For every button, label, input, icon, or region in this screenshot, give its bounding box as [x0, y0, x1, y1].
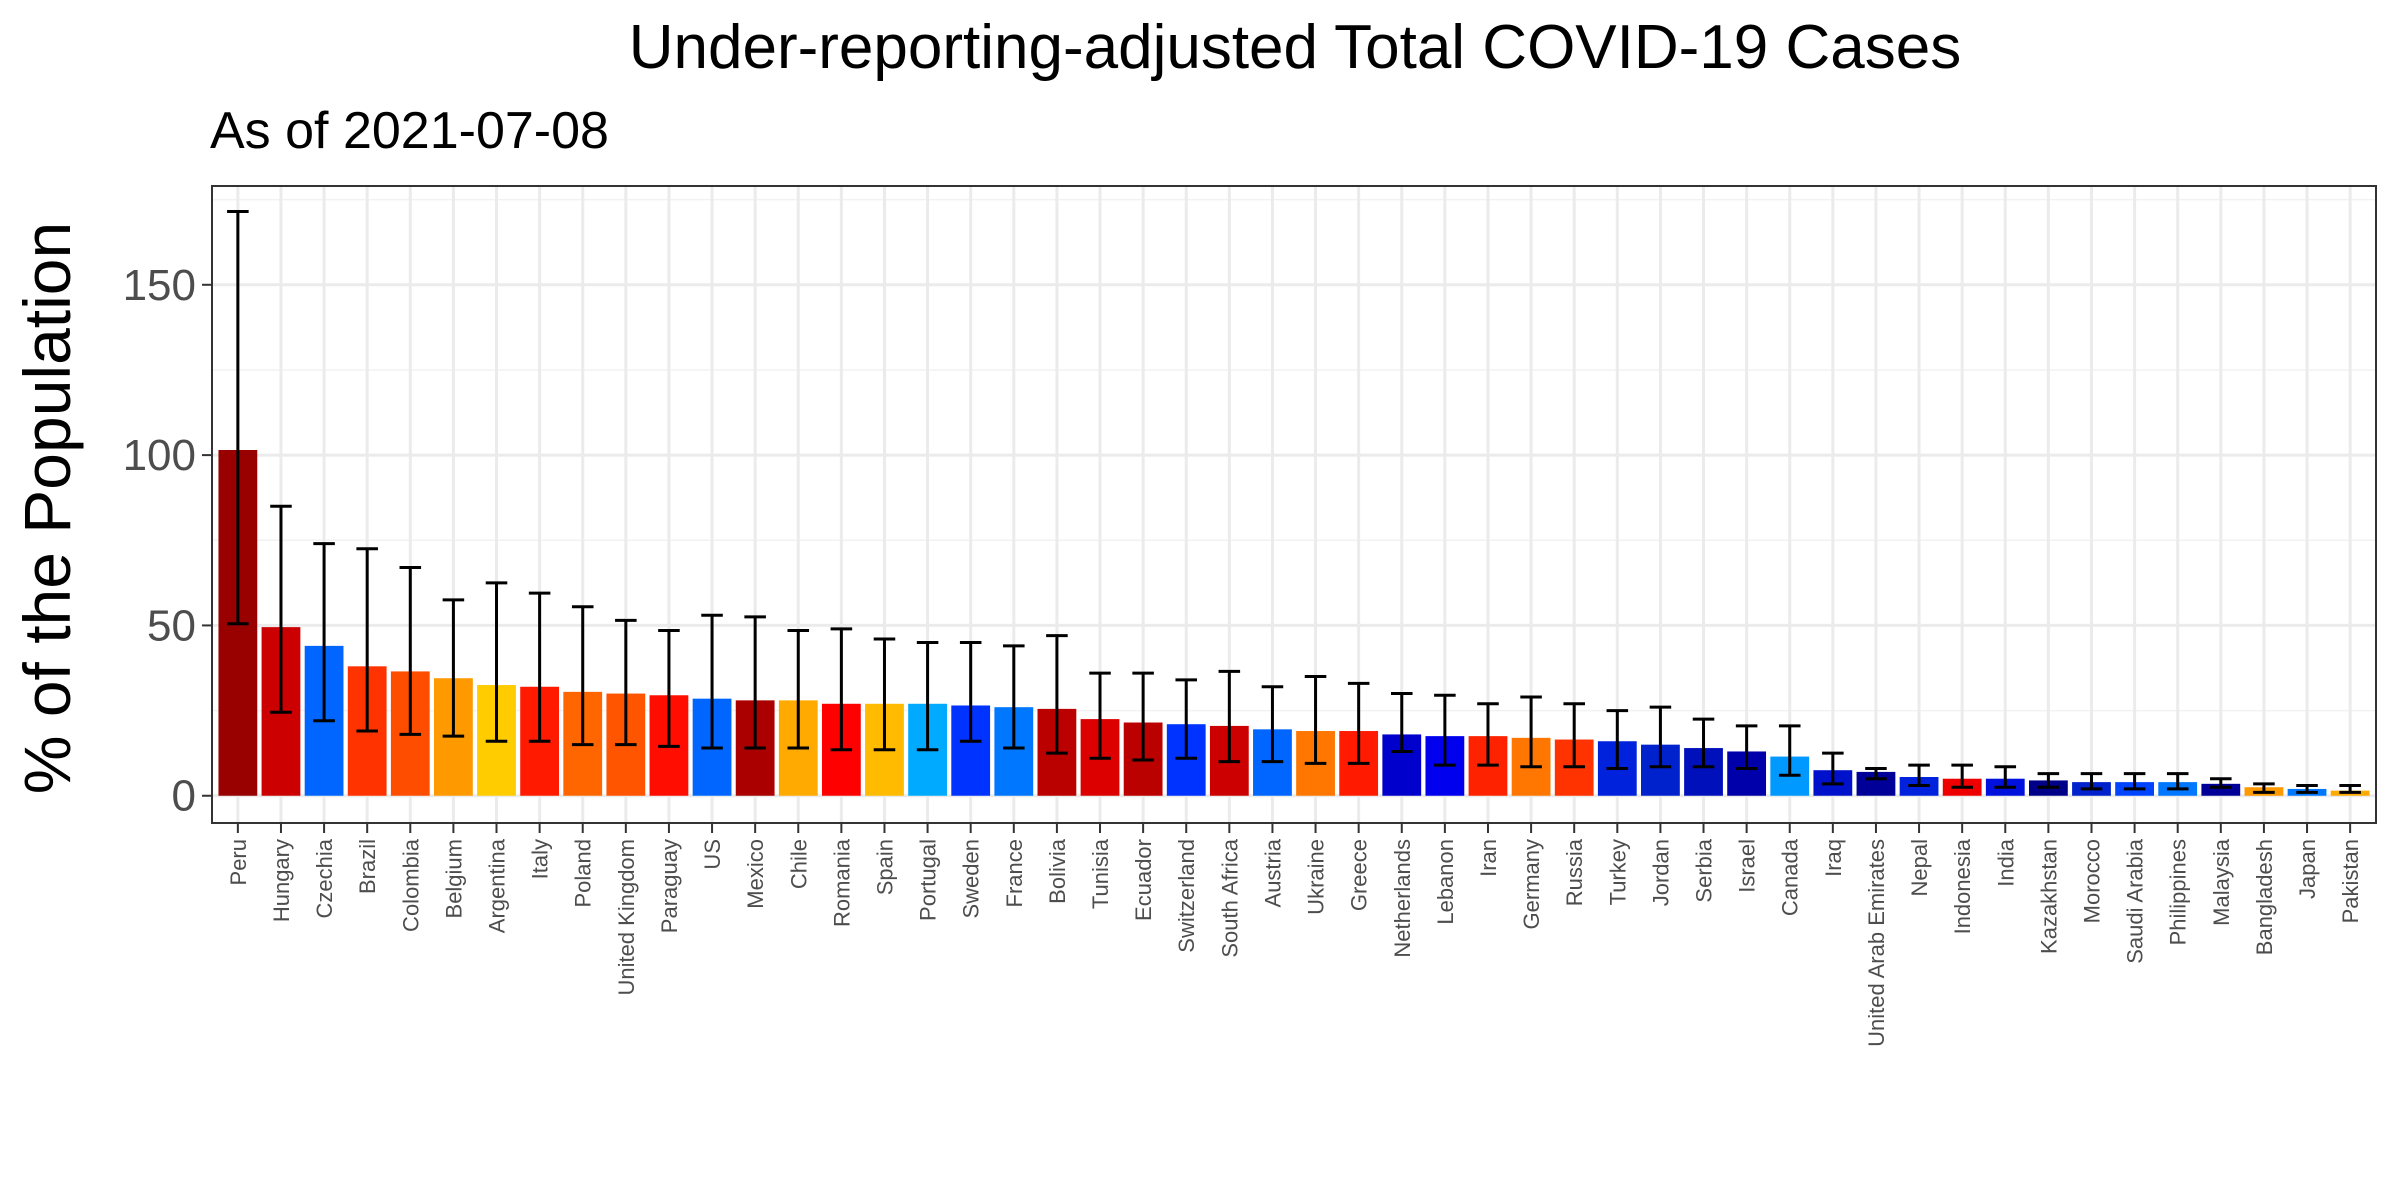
x-tick-label: Russia [1562, 838, 1587, 906]
error-bars [227, 210, 2361, 794]
x-tick-label: Malaysia [2209, 838, 2234, 926]
x-tick-label: Hungary [269, 839, 294, 922]
x-tick-label: Paraguay [657, 839, 682, 933]
x-tick-label: Tunisia [1088, 838, 1113, 909]
x-axis: Peru Hungary Czechia Brazil Colombia Belgium A… [226, 823, 2363, 1047]
x-tick-label: Lebanon [1433, 839, 1458, 925]
x-tick-label: US [700, 839, 725, 870]
x-tick-label: Romania [829, 838, 854, 927]
x-tick-label: Austria [1260, 838, 1285, 907]
x-tick-label: Japan [2295, 839, 2320, 899]
x-tick-label: United Arab Emirates [1864, 839, 1889, 1047]
x-tick-label: Israel [1735, 839, 1760, 893]
x-tick-label: Poland [571, 839, 596, 908]
x-tick-label: Ukraine [1304, 839, 1329, 915]
y-axis: 0 50 100 150 [123, 261, 212, 821]
x-tick-label: Chile [786, 839, 811, 889]
x-tick-label: Iraq [1821, 839, 1846, 877]
x-tick-label: Ecuador [1131, 839, 1156, 921]
x-tick-label: Argentina [485, 838, 510, 933]
y-axis-label: % of the Population [10, 222, 84, 794]
x-tick-label: Canada [1778, 838, 1803, 916]
x-tick-label: India [1993, 838, 2018, 886]
x-tick-label: Nepal [1907, 839, 1932, 896]
x-tick-label: United Kingdom [614, 839, 639, 996]
x-tick-label: Mexico [743, 839, 768, 909]
x-tick-label: France [1002, 839, 1027, 907]
x-tick-label: Czechia [312, 838, 337, 918]
x-tick-label: Jordan [1648, 839, 1673, 906]
x-tick-label: Italy [528, 839, 553, 879]
x-tick-label: Spain [872, 839, 897, 895]
x-tick-label: Pakistan [2338, 839, 2363, 923]
x-tick-label: Morocco [2079, 839, 2104, 923]
x-tick-label: Sweden [959, 839, 984, 919]
x-tick-label: Peru [226, 839, 251, 885]
x-tick-label: Greece [1347, 839, 1372, 911]
x-tick-label: Brazil [355, 839, 380, 894]
x-tick-label: Iran [1476, 839, 1501, 877]
x-tick-label: Portugal [916, 839, 941, 921]
x-tick-label: Bangladesh [2252, 839, 2277, 955]
x-tick-label: Serbia [1692, 838, 1717, 902]
x-tick-label: Colombia [398, 838, 423, 932]
x-tick-label: Bolivia [1045, 838, 1070, 904]
x-tick-label: Netherlands [1390, 839, 1415, 958]
y-tick-label: 50 [147, 601, 196, 650]
chart-subtitle: As of 2021-07-08 [210, 102, 609, 160]
bar [2201, 783, 2241, 796]
x-tick-label: Saudi Arabia [2123, 838, 2148, 964]
x-tick-label: Germany [1519, 839, 1544, 929]
y-tick-label: 150 [123, 261, 196, 310]
x-tick-label: Philippines [2166, 839, 2191, 945]
x-tick-label: Turkey [1605, 839, 1630, 905]
plot-border [211, 185, 2377, 824]
chart-title: Under-reporting-adjusted Total COVID-19 … [629, 13, 1962, 82]
y-tick-label: 0 [172, 772, 196, 821]
x-tick-label: South Africa [1217, 838, 1242, 957]
x-tick-label: Switzerland [1174, 839, 1199, 953]
x-tick-label: Kazakhstan [2036, 839, 2061, 954]
x-tick-label: Indonesia [1950, 838, 1975, 934]
x-tick-label: Belgium [441, 839, 466, 918]
y-tick-label: 100 [123, 431, 196, 480]
